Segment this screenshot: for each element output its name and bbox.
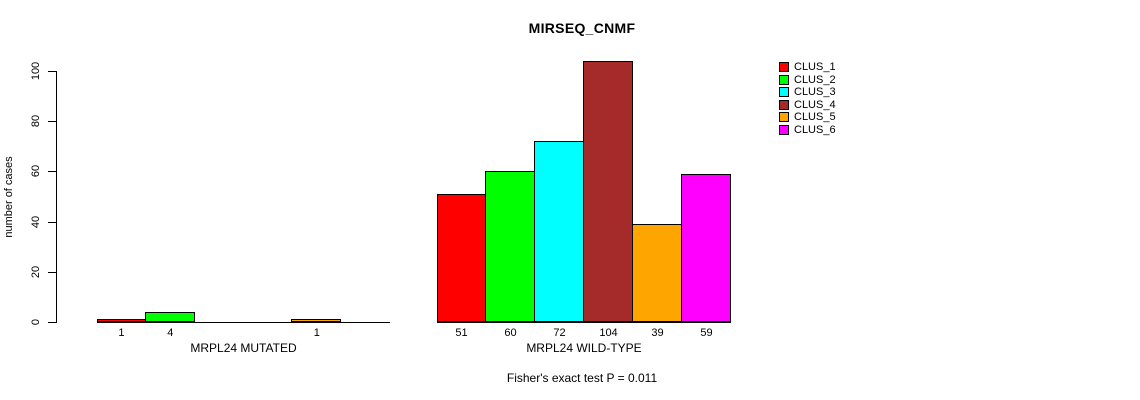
y-axis-line <box>56 71 57 323</box>
bar-value-label: 51 <box>455 327 468 339</box>
bar-value-label: 4 <box>167 327 174 339</box>
legend-swatch <box>779 112 789 123</box>
legend-swatch <box>779 74 789 85</box>
legend-label: CLUS_2 <box>794 73 836 86</box>
y-tick <box>48 221 57 223</box>
bar-clus_1 <box>97 319 146 322</box>
legend-item-clus_2: CLUS_2 <box>779 74 836 87</box>
bar-clus_2 <box>485 171 535 322</box>
legend-item-clus_1: CLUS_1 <box>779 61 836 74</box>
bar-value-label: 60 <box>504 327 517 339</box>
legend: CLUS_1 CLUS_2 CLUS_3 CLUS_4 CLUS_5 CLUS_6 <box>779 61 836 136</box>
y-tick <box>48 121 57 123</box>
y-tick-label: 60 <box>30 165 42 178</box>
bar-group-mutated: MRPL24 MUTATED 1 4 1 <box>97 71 390 355</box>
legend-item-clus_3: CLUS_3 <box>779 86 836 99</box>
y-tick-label: 20 <box>30 265 42 278</box>
y-tick <box>48 271 57 273</box>
legend-swatch <box>779 62 789 73</box>
legend-label: CLUS_6 <box>794 123 836 136</box>
bar-value-label: 59 <box>700 327 713 339</box>
bar-clus_6 <box>681 174 731 322</box>
legend-item-clus_6: CLUS_6 <box>779 124 836 137</box>
y-tick-label: 40 <box>30 215 42 228</box>
legend-label: CLUS_1 <box>794 61 836 74</box>
y-tick-label: 100 <box>30 61 42 81</box>
legend-label: CLUS_3 <box>794 86 836 99</box>
y-tick <box>48 171 57 173</box>
bar-value-label: 104 <box>599 327 618 339</box>
legend-label: CLUS_4 <box>794 98 836 111</box>
bar-clus_1 <box>437 194 486 322</box>
y-tick-label: 80 <box>30 115 42 128</box>
bar-clus_3 <box>534 141 584 322</box>
legend-swatch <box>779 87 789 98</box>
group-label-wild-type: MRPL24 WILD-TYPE <box>526 341 642 355</box>
legend-label: CLUS_5 <box>794 111 836 124</box>
fisher-test-annotation: Fisher's exact test P = 0.011 <box>506 371 658 385</box>
y-axis-title: number of cases <box>3 156 15 238</box>
bar-clus_2 <box>145 312 195 322</box>
bar-value-label: 39 <box>651 327 664 339</box>
y-tick-label: 0 <box>30 318 42 326</box>
legend-item-clus_5: CLUS_5 <box>779 111 836 124</box>
bar-group-wild-type: MRPL24 WILD-TYPE 51 60 72 104 39 59 <box>437 61 731 355</box>
y-tick <box>48 71 57 72</box>
legend-item-clus_4: CLUS_4 <box>779 99 836 112</box>
legend-swatch <box>779 124 789 135</box>
legend-swatch <box>779 99 789 110</box>
bar-value-label: 1 <box>118 327 125 339</box>
bar-clus_5 <box>291 319 341 322</box>
bar-value-label: 1 <box>313 327 320 339</box>
y-tick <box>48 322 57 323</box>
bar-value-label: 72 <box>553 327 566 339</box>
chart-title: MIRSEQ_CNMF <box>528 20 636 36</box>
bar-clus_5 <box>632 224 682 322</box>
group-label-mutated: MRPL24 MUTATED <box>190 341 297 355</box>
bar-clus_4 <box>583 61 633 322</box>
